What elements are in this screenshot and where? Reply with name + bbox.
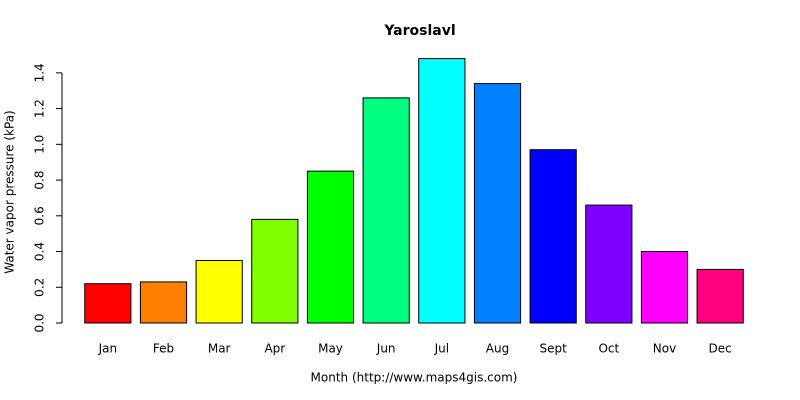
bar xyxy=(473,83,522,324)
chart-title: Yaroslavl xyxy=(383,23,455,39)
y-axis-label: Water vapor pressure (kPa) xyxy=(3,110,17,273)
bar xyxy=(251,218,299,324)
x-tick-label: Jul xyxy=(434,342,449,356)
y-tick-label: 0.2 xyxy=(33,278,47,297)
bar xyxy=(529,149,577,324)
x-tick-label: Jun xyxy=(376,342,396,356)
bar xyxy=(306,170,355,324)
x-tick-label: Apr xyxy=(264,342,285,356)
y-tick-label: 1.2 xyxy=(33,99,47,118)
y-tick-label: 0.4 xyxy=(33,242,47,261)
bar xyxy=(418,58,466,324)
y-tick-label: 0.8 xyxy=(33,171,47,190)
bar xyxy=(585,204,633,324)
x-tick-label: Jan xyxy=(98,342,118,356)
bar xyxy=(362,97,410,324)
x-tick-label: Mar xyxy=(208,342,231,356)
y-tick-label: 1.0 xyxy=(33,135,47,154)
bar xyxy=(696,268,744,324)
y-tick-label: 0.6 xyxy=(33,206,47,225)
x-tick-label: Aug xyxy=(486,342,509,356)
x-tick-label: Oct xyxy=(598,342,619,356)
x-axis-label: Month (http://www.maps4gis.com) xyxy=(311,371,518,385)
x-tick-label: Dec xyxy=(709,342,732,356)
y-tick-label: 0.0 xyxy=(33,313,47,332)
y-tick-label: 1.4 xyxy=(33,63,47,82)
x-tick-label: Nov xyxy=(653,342,676,356)
x-tick-label: May xyxy=(318,342,343,356)
x-tick-label: Feb xyxy=(153,342,174,356)
x-tick-label: Sept xyxy=(540,342,568,356)
bar xyxy=(195,259,243,324)
bar xyxy=(84,283,132,324)
bar xyxy=(139,281,188,324)
bar xyxy=(640,251,689,324)
